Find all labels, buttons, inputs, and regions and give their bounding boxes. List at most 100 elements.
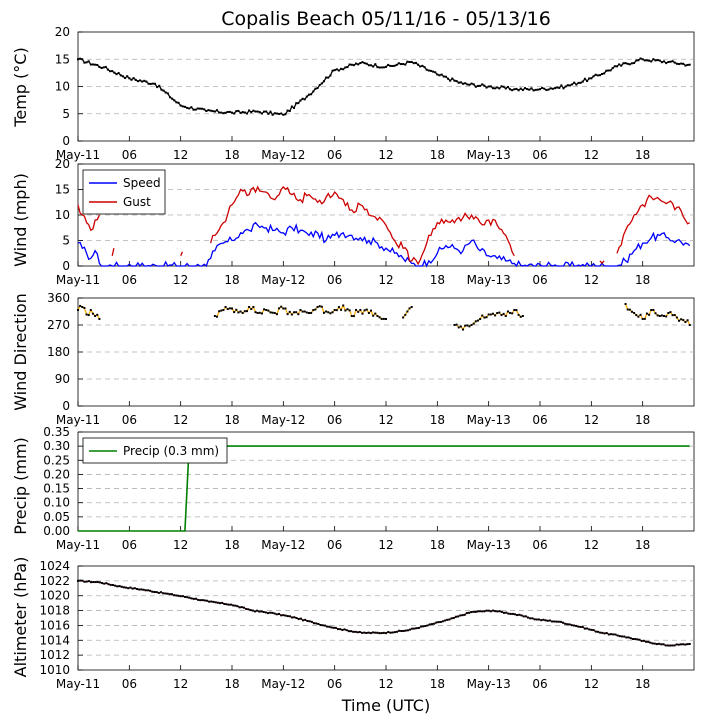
data-point [605,632,608,635]
data-point [267,612,270,615]
data-point [299,617,302,620]
data-point [306,619,309,622]
data-point [253,610,256,613]
data-point [256,312,259,314]
data-point [156,86,159,89]
data-point [235,110,238,113]
data-point [639,313,642,316]
data-point [468,611,471,614]
data-point [260,610,263,613]
data-point [624,62,627,65]
data-point [119,74,122,77]
data-point [433,622,436,625]
data-point [329,74,332,77]
data-point [592,75,595,78]
data-point [406,629,409,632]
data-point [273,112,276,115]
data-point [297,313,300,316]
data-point [575,624,578,627]
y-tick-label: 5 [62,107,70,121]
data-point [241,111,244,114]
data-point [216,109,219,112]
data-point [485,316,488,319]
data-point [564,622,567,625]
data-point [233,311,236,314]
data-point [301,310,304,313]
data-point [101,582,104,585]
data-point [208,600,211,603]
data-point [498,87,501,90]
data-point [256,609,259,612]
data-point [679,643,682,646]
data-point [417,626,420,629]
data-point [94,581,97,584]
data-point [636,638,639,641]
data-point [647,640,650,643]
data-point [435,621,438,624]
data-point [446,618,449,621]
y-tick-label: 10 [55,80,70,94]
x-tick-label: 18 [635,677,650,691]
data-point [496,610,499,613]
data-point [372,65,375,68]
data-point [305,311,308,314]
altimeter-line [77,579,690,647]
data-point [227,603,230,606]
data-point [241,311,244,314]
data-point [667,312,670,314]
data-point [601,631,604,634]
data-point [409,628,412,631]
data-point [547,88,550,91]
data-point [315,622,318,625]
data-point [560,84,563,87]
data-point [465,612,468,615]
data-point [453,324,456,326]
data-point [240,606,243,609]
data-point [293,616,296,619]
data-point [421,64,424,67]
data-point [665,62,668,65]
data-point [566,623,569,626]
data-point [583,627,586,630]
data-point [263,308,266,311]
x-tick-label: 18 [224,677,239,691]
y-tick-label: 0.15 [43,482,70,496]
data-point [301,97,304,100]
data-point [393,64,396,67]
data-point [228,110,231,113]
data-point [81,579,84,582]
data-point [365,62,368,65]
data-point [511,89,514,92]
x-tick-label: 12 [584,413,599,427]
data-point [430,623,433,626]
data-point [449,79,452,82]
data-point [199,599,202,602]
x-tick-label: 12 [378,413,393,427]
data-point [295,102,298,105]
data-point [85,313,88,316]
data-point [521,315,524,317]
data-point [530,87,533,90]
data-point [590,628,593,631]
x-tick-label: May-12 [261,273,305,287]
data-point [630,310,633,313]
data-point [314,308,317,311]
data-point [140,588,143,591]
data-point [192,108,195,111]
data-point [660,643,663,646]
data-point [410,60,413,63]
data-point [235,308,238,311]
data-point [130,78,133,81]
data-point [196,107,199,110]
data-point [303,310,306,313]
direction-line [77,305,100,320]
data-point [89,309,92,311]
data-point [402,629,405,632]
data-point [479,318,482,320]
x-tick-label: 12 [378,273,393,287]
x-tick-label: 18 [430,677,445,691]
data-point [494,87,497,90]
data-point [147,82,150,85]
data-point [474,610,477,613]
data-point [243,606,246,609]
